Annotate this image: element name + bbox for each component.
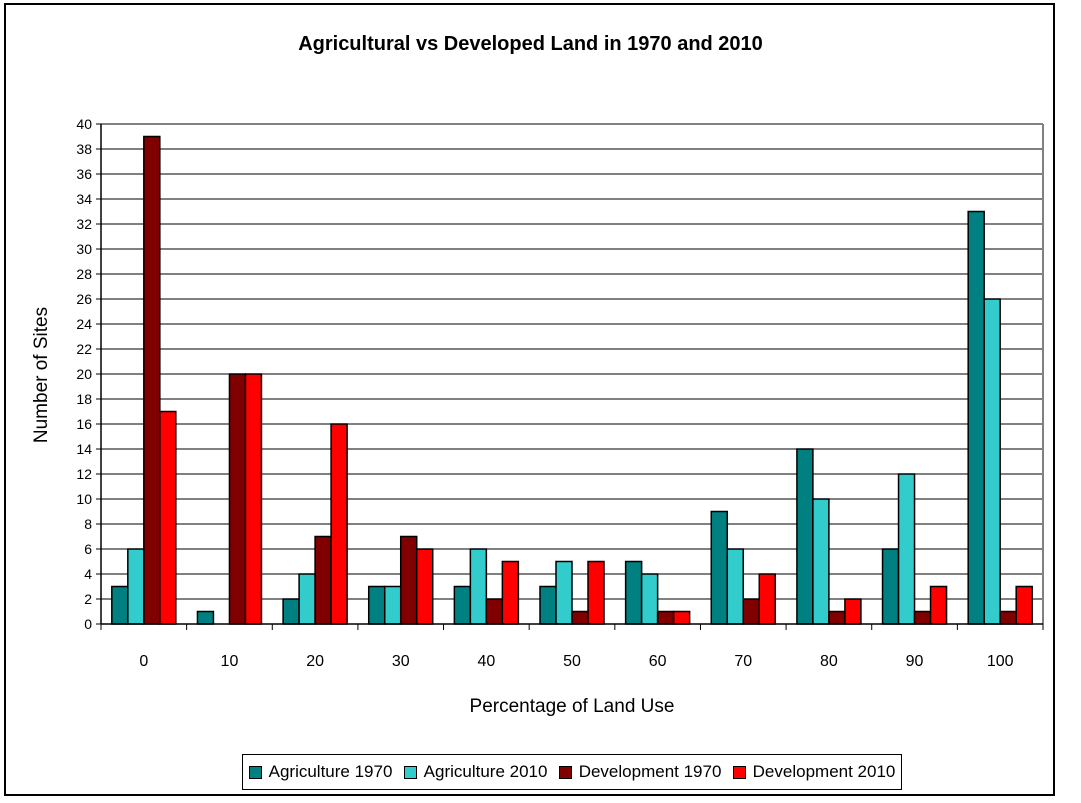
y-tick-label: 10 (76, 491, 92, 507)
y-tick-label: 24 (76, 316, 92, 332)
y-tick-label: 4 (84, 566, 92, 582)
legend-swatch (403, 765, 417, 779)
bar (587, 560, 605, 625)
x-tick-label: 80 (820, 653, 838, 670)
y-tick-label: 0 (84, 616, 92, 632)
bar (501, 560, 520, 625)
chart-title: Agricultural vs Developed Land in 1970 a… (298, 33, 763, 55)
bar (571, 610, 589, 625)
legend-swatch (248, 765, 262, 779)
y-tick-label: 22 (76, 341, 92, 357)
bar (881, 548, 900, 625)
bar (415, 548, 434, 625)
bar (929, 585, 948, 625)
bar (555, 560, 573, 625)
y-tick-label: 30 (76, 241, 92, 257)
x-tick-label: 20 (306, 653, 324, 670)
bar (897, 473, 916, 625)
bar (383, 585, 402, 625)
bar (742, 598, 761, 625)
y-tick-label: 8 (84, 516, 92, 532)
y-tick-label: 14 (76, 441, 92, 457)
x-tick-label: 30 (392, 653, 410, 670)
bar (539, 585, 557, 625)
bar (758, 573, 777, 625)
bar (127, 548, 145, 625)
bar (796, 448, 814, 625)
bar (726, 548, 745, 625)
bar (143, 135, 161, 625)
legend-label: Development 2010 (752, 762, 896, 781)
bar (330, 423, 348, 625)
y-tick-label: 2 (84, 591, 92, 607)
bar (640, 573, 659, 625)
bar (999, 610, 1017, 625)
y-tick-label: 20 (76, 366, 92, 382)
legend: Agriculture 1970 Agriculture 2010 Developm… (242, 754, 902, 790)
bar (624, 560, 643, 625)
y-tick-label: 6 (84, 541, 92, 557)
x-tick-label: 60 (649, 653, 667, 670)
bar (469, 548, 488, 625)
legend-item: Agriculture 2010 (403, 762, 548, 782)
legend-swatch (558, 765, 572, 779)
y-tick-label: 18 (76, 391, 92, 407)
bar (244, 373, 263, 625)
y-tick-label: 32 (76, 216, 92, 232)
bar (367, 585, 386, 625)
x-tick-label: 90 (906, 653, 924, 670)
legend-item: Development 2010 (732, 762, 896, 782)
bar (844, 598, 862, 625)
x-tick-label: 0 (139, 653, 148, 670)
bar (983, 298, 1001, 625)
x-tick-label: 40 (477, 653, 495, 670)
legend-label: Agriculture 2010 (423, 762, 548, 781)
y-tick-label: 40 (76, 116, 92, 132)
bar (967, 210, 985, 625)
bar (196, 610, 215, 625)
bar (228, 373, 247, 625)
y-tick-label: 26 (76, 291, 92, 307)
x-axis-label: Percentage of Land Use (469, 696, 675, 717)
bar (298, 573, 316, 625)
bar (812, 498, 830, 625)
legend-label: Agriculture 1970 (268, 762, 393, 781)
y-tick-label: 28 (76, 266, 92, 282)
legend-item: Development 1970 (558, 762, 722, 782)
bar (282, 598, 300, 625)
x-tick-label: 70 (734, 653, 752, 670)
legend-swatch (732, 765, 746, 779)
y-tick-label: 12 (76, 466, 92, 482)
bar (453, 585, 472, 625)
x-tick-label: 100 (987, 653, 1014, 670)
bar (111, 585, 129, 625)
y-tick-label: 16 (76, 416, 92, 432)
bar (828, 610, 846, 625)
bar (159, 410, 177, 625)
x-tick-label: 50 (563, 653, 581, 670)
bar (399, 535, 418, 625)
x-tick-label: 10 (221, 653, 239, 670)
y-tick-label: 34 (76, 191, 92, 207)
y-tick-label: 36 (76, 166, 92, 182)
y-axis-label: Number of Sites (31, 306, 52, 444)
legend-item: Agriculture 1970 (248, 762, 393, 782)
bar (314, 535, 332, 625)
legend-label: Development 1970 (578, 762, 722, 781)
bar (1015, 585, 1033, 625)
y-tick-label: 38 (76, 141, 92, 157)
bar (672, 610, 691, 625)
bar (710, 510, 729, 625)
bar (485, 598, 504, 625)
bar (913, 610, 932, 625)
bar (656, 610, 675, 625)
